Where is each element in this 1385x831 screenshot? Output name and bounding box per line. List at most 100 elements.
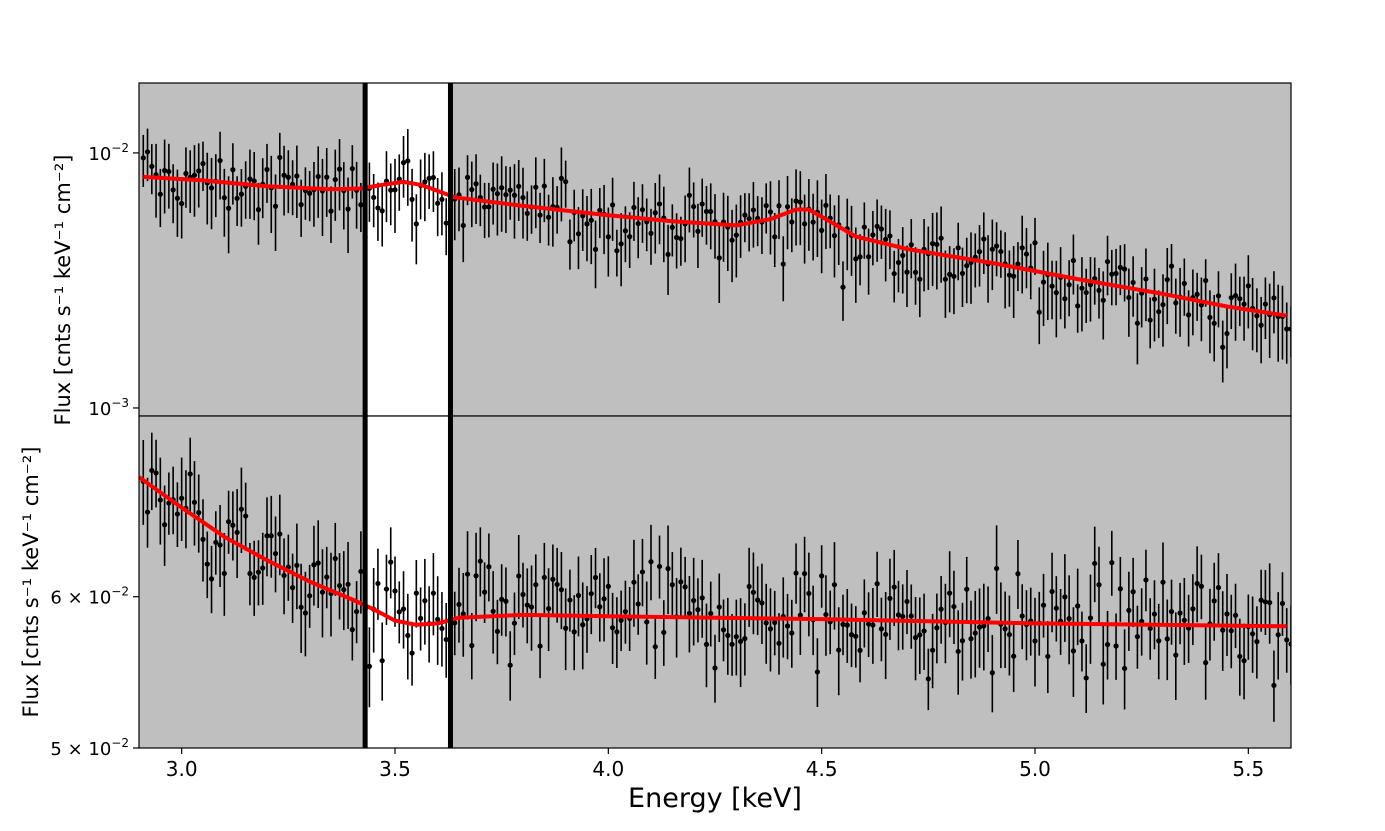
data-point — [930, 240, 936, 247]
data-point — [1228, 295, 1234, 301]
data-point — [733, 634, 739, 640]
data-point — [1126, 294, 1132, 301]
data-point — [610, 202, 616, 208]
data-point — [1079, 638, 1085, 644]
data-point — [1134, 320, 1140, 326]
data-points — [140, 128, 1291, 383]
data-point — [494, 191, 500, 197]
data-point — [533, 582, 539, 588]
data-point — [307, 593, 313, 599]
data-point — [550, 576, 556, 582]
data-point — [644, 619, 650, 625]
data-point — [435, 200, 441, 206]
data-point — [921, 628, 927, 634]
data-point — [315, 560, 321, 566]
data-point — [558, 587, 565, 593]
data-point — [729, 641, 735, 647]
data-point — [1075, 303, 1081, 309]
data-point — [567, 239, 573, 245]
data-point — [891, 584, 897, 590]
data-point — [652, 644, 658, 650]
data-point — [375, 205, 381, 211]
data-point — [1143, 276, 1149, 282]
data-point — [439, 625, 445, 632]
y-tick-label: 10−2 — [88, 141, 129, 165]
data-point — [874, 223, 880, 229]
data-point — [516, 183, 522, 189]
data-point — [563, 625, 569, 631]
data-point — [989, 246, 995, 252]
data-point — [1109, 271, 1115, 277]
data-point — [708, 610, 714, 617]
data-point — [584, 221, 590, 227]
data-point — [691, 597, 697, 604]
data-point — [592, 246, 599, 252]
data-point — [1267, 599, 1273, 606]
data-point — [268, 533, 274, 539]
data-point — [554, 581, 560, 588]
data-point — [490, 608, 496, 614]
data-point — [1215, 293, 1222, 299]
data-point — [558, 175, 565, 181]
data-point — [200, 161, 206, 167]
data-point — [1143, 577, 1149, 583]
data-point — [405, 158, 411, 164]
data-point — [511, 192, 518, 198]
x-tick-label: 4.5 — [806, 757, 838, 781]
data-point — [874, 581, 880, 587]
data-point — [789, 219, 795, 225]
data-point — [712, 665, 718, 671]
data-point — [750, 589, 757, 595]
data-point — [443, 636, 449, 643]
data-point — [1194, 580, 1200, 587]
data-point — [1207, 314, 1213, 320]
data-point — [686, 610, 693, 616]
data-point — [618, 617, 624, 623]
data-point — [665, 566, 671, 572]
data-point — [430, 174, 436, 181]
data-point — [260, 565, 266, 571]
data-point — [1284, 326, 1290, 332]
data-point — [230, 167, 236, 173]
data-point — [272, 550, 279, 557]
data-point — [371, 194, 377, 201]
data-point — [776, 640, 782, 646]
data-point — [311, 562, 317, 568]
data-point — [1032, 638, 1038, 644]
data-point — [912, 269, 919, 275]
data-point — [955, 245, 961, 251]
data-point — [1147, 317, 1153, 323]
data-point — [904, 598, 910, 605]
data-point — [742, 212, 748, 218]
data-point — [934, 241, 940, 248]
data-point — [464, 571, 471, 577]
data-point — [883, 236, 889, 242]
data-point — [473, 573, 479, 579]
data-point — [460, 222, 466, 229]
data-point — [319, 589, 326, 595]
data-point — [234, 529, 240, 535]
data-point — [499, 185, 505, 191]
data-point — [1168, 608, 1175, 615]
data-point — [1232, 612, 1239, 618]
data-point — [575, 231, 582, 237]
model-curve — [139, 475, 1287, 629]
data-point — [1220, 627, 1226, 633]
data-point — [392, 588, 398, 594]
data-point — [1113, 643, 1119, 649]
data-point — [716, 255, 722, 261]
data-point — [1245, 283, 1251, 289]
data-point — [149, 467, 155, 474]
data-point — [383, 586, 390, 592]
data-point — [409, 650, 415, 656]
data-point — [435, 616, 441, 622]
data-point — [1151, 611, 1158, 617]
data-point — [221, 195, 227, 201]
top-y-axis-label: Flux [cnts s⁻¹ keV⁻¹ cm⁻²] — [51, 155, 75, 426]
data-point — [1049, 283, 1055, 289]
data-point — [226, 519, 232, 525]
data-point — [1096, 582, 1102, 588]
data-point — [1130, 279, 1136, 286]
data-point — [972, 630, 978, 636]
